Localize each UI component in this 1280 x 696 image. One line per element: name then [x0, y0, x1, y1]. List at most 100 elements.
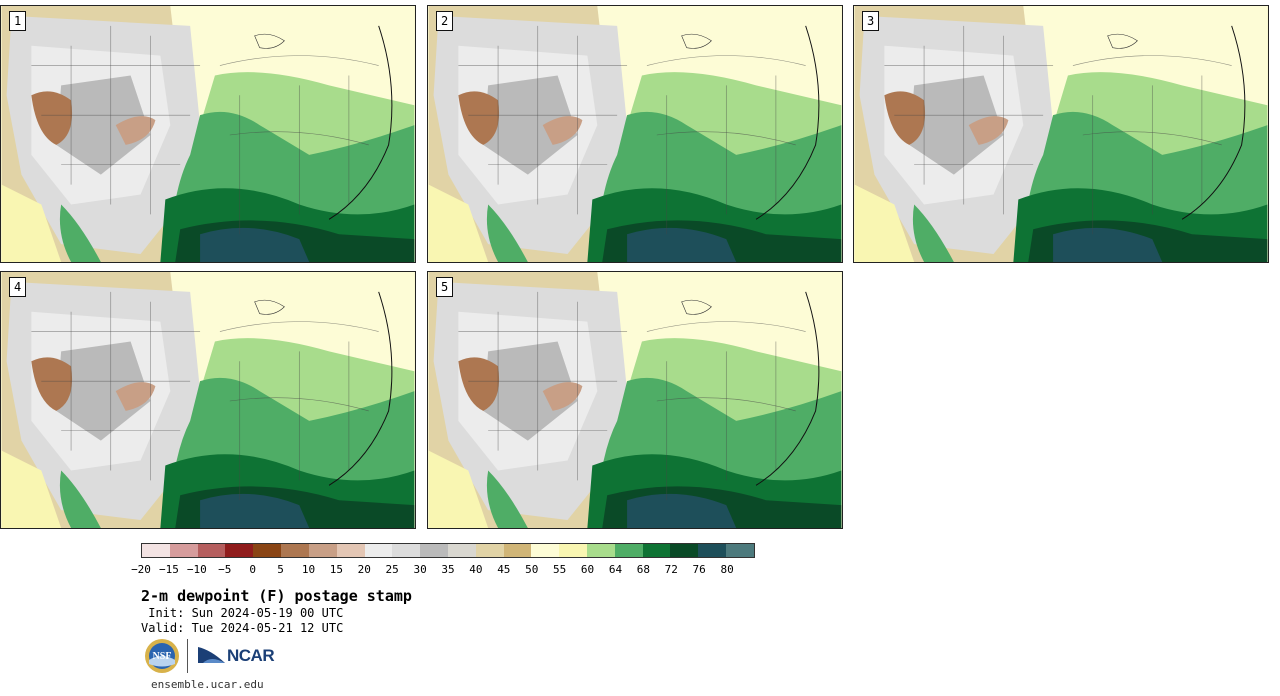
dewpoint-map-2	[428, 6, 842, 262]
coastline	[328, 25, 393, 220]
colorbar-tick-label: 5	[277, 563, 284, 576]
colorbar-swatch	[197, 544, 226, 557]
coastline	[328, 291, 393, 486]
great-lake	[1107, 33, 1138, 49]
dewpoint-region	[542, 116, 583, 145]
colorbar-ticks: −20 −15 −10 −5 0 5 10 15 20 25 30 35 40 45 50 55 60 64 68 7…	[131, 563, 755, 577]
dewpoint-region	[486, 470, 528, 528]
colorbar-tick-label: 64	[608, 563, 623, 576]
map-panel-3: 3	[853, 5, 1269, 263]
map-panel-5: 5	[427, 271, 843, 529]
colorbar-tick-label: 0	[249, 563, 256, 576]
dewpoint-region	[486, 204, 528, 262]
dewpoint-region	[428, 184, 489, 262]
dewpoint-region	[428, 450, 489, 528]
great-lake	[254, 299, 285, 315]
dewpoint-region	[1, 450, 62, 528]
colorbar-tick-label: 50	[525, 563, 539, 576]
dewpoint-region	[884, 91, 926, 145]
dewpoint-region	[1, 184, 62, 262]
colorbar-swatch	[503, 544, 532, 557]
dewpoint-region	[627, 227, 737, 262]
colorbar-swatch	[420, 544, 448, 557]
colorbar-swatch	[308, 544, 337, 557]
panel-number-label: 1	[9, 11, 27, 31]
colorbar-tick-label: −10	[186, 563, 207, 576]
state-boundary	[219, 321, 379, 332]
colorbar-tick-label: 40	[469, 563, 483, 576]
colorbar-tick-label: 72	[664, 563, 678, 576]
dewpoint-map-5	[428, 272, 842, 528]
dewpoint-region	[483, 75, 578, 175]
ncar-logo-text: NCAR	[227, 646, 275, 665]
colorbar-tick-label: −15	[158, 563, 179, 576]
colorbar-tick-label: 20	[357, 563, 371, 576]
colorbar-tick-label: −20	[131, 563, 151, 576]
dewpoint-region	[56, 75, 151, 175]
init-time: Init: Sun 2024-05-19 00 UTC	[141, 606, 344, 620]
colorbar-swatch	[392, 544, 421, 557]
dewpoint-region	[458, 357, 500, 411]
colorbar-swatch	[336, 544, 365, 557]
coastline	[1181, 25, 1246, 220]
dewpoint-map-1	[1, 6, 415, 262]
dewpoint-region	[31, 357, 73, 411]
colorbar-swatch	[447, 544, 476, 557]
panel-number-label: 4	[9, 277, 27, 297]
great-lake	[254, 33, 285, 49]
great-lake	[681, 33, 712, 49]
colorbar-swatch	[475, 544, 504, 557]
colorbar-tick-label: 76	[692, 563, 706, 576]
dewpoint-region	[200, 493, 310, 528]
panel-number-label: 5	[436, 277, 454, 297]
colorbar-tick-label: 80	[720, 563, 734, 576]
colorbar-swatch	[614, 544, 643, 557]
dewpoint-map-4	[1, 272, 415, 528]
colorbar-tick-label: 60	[580, 563, 595, 576]
state-boundary	[219, 55, 379, 66]
dewpoint-region	[1053, 227, 1163, 262]
colorbar-tick-label: 45	[497, 563, 511, 576]
colorbar-tick-label: 68	[636, 563, 650, 576]
dewpoint-region	[627, 493, 737, 528]
colorbar	[141, 543, 755, 558]
coastline	[755, 291, 820, 486]
colorbar-swatch	[559, 544, 587, 557]
logo-divider	[187, 639, 188, 673]
state-boundary	[646, 55, 806, 66]
dewpoint-region	[115, 116, 156, 145]
colorbar-swatch	[726, 544, 754, 557]
colorbar-tick-label: 15	[329, 563, 343, 576]
great-lake	[681, 299, 712, 315]
colorbar-tick-label: 30	[413, 563, 427, 576]
colorbar-swatch	[281, 544, 309, 557]
dewpoint-region	[458, 91, 500, 145]
map-panel-1: 1	[0, 5, 416, 263]
colorbar-swatch	[169, 544, 198, 557]
map-panel-4: 4	[0, 271, 416, 529]
valid-time: Valid: Tue 2024-05-21 12 UTC	[141, 621, 344, 635]
colorbar-swatch	[698, 544, 727, 557]
colorbar-swatch	[587, 544, 615, 557]
dewpoint-map-3	[854, 6, 1268, 262]
dewpoint-region	[483, 341, 578, 441]
dewpoint-region	[854, 184, 915, 262]
nsf-logo-icon: NSF	[145, 639, 179, 673]
ncar-logo-icon	[198, 647, 225, 663]
colorbar-swatch	[531, 544, 560, 557]
panel-number-label: 3	[862, 11, 880, 31]
colorbar-swatch	[642, 544, 671, 557]
colorbar-tick-label: 35	[441, 563, 455, 576]
colorbar-tick-label: 55	[553, 563, 567, 576]
page-title: 2-m dewpoint (F) postage stamp	[141, 587, 412, 605]
colorbar-swatch	[142, 544, 170, 557]
dewpoint-region	[968, 116, 1009, 145]
dewpoint-region	[56, 341, 151, 441]
website-url: ensemble.ucar.edu	[151, 678, 264, 691]
dewpoint-region	[912, 204, 954, 262]
colorbar-swatch	[364, 544, 393, 557]
dewpoint-region	[909, 75, 1004, 175]
colorbar-swatch	[670, 544, 699, 557]
dewpoint-region	[59, 470, 101, 528]
dewpoint-region	[200, 227, 310, 262]
